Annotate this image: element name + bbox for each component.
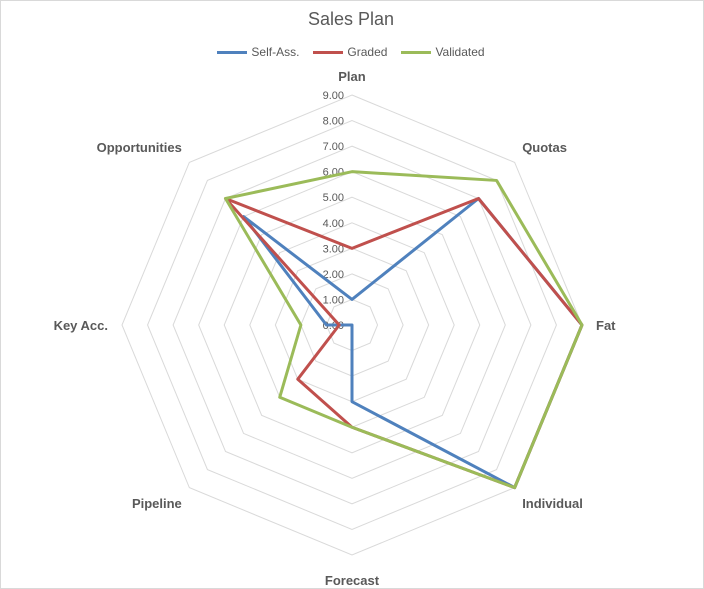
legend-label-graded: Graded xyxy=(347,45,388,59)
grid-ring-7 xyxy=(172,145,532,505)
tick-label-9: 9.00 xyxy=(323,90,344,102)
tick-label-4: 4.00 xyxy=(323,218,344,230)
chart-legend: Self-Ass. Graded Validated xyxy=(0,45,702,59)
grid-ring-9 xyxy=(121,94,583,556)
legend-swatch-graded xyxy=(313,50,344,54)
tick-label-3: 3.00 xyxy=(323,243,344,255)
legend-item-validated: Validated xyxy=(401,45,485,59)
category-label-individual: Individual xyxy=(522,496,583,511)
legend-item-graded: Graded xyxy=(313,45,387,59)
category-label-forecast: Forecast xyxy=(325,573,380,588)
legend-swatch-self-ass xyxy=(217,50,248,54)
tick-label-2: 2.00 xyxy=(323,269,344,281)
grid-ring-6 xyxy=(198,171,506,479)
legend-swatch-validated xyxy=(401,50,432,54)
category-label-quotas: Quotas xyxy=(522,140,567,155)
grid-ring-8 xyxy=(147,120,557,530)
series-line-validated xyxy=(224,170,584,490)
category-label-pipeline: Pipeline xyxy=(132,496,182,511)
tick-label-5: 5.00 xyxy=(323,192,344,204)
legend-label-self-ass: Self-Ass. xyxy=(251,45,300,59)
legend-label-validated: Validated xyxy=(435,45,485,59)
category-label-plan: Plan xyxy=(338,69,366,84)
tick-label-8: 8.00 xyxy=(323,116,344,128)
chart-title: Sales Plan xyxy=(307,9,395,29)
grid-ring-5 xyxy=(223,196,481,454)
category-label-opportunities: Opportunities xyxy=(97,140,182,155)
legend-item-self-ass: Self-Ass. xyxy=(217,45,299,59)
category-label-fat: Fat xyxy=(596,318,616,333)
tick-label-1: 1.00 xyxy=(323,294,344,306)
tick-label-7: 7.00 xyxy=(323,141,344,153)
category-label-key-acc: Key Acc. xyxy=(54,318,108,333)
